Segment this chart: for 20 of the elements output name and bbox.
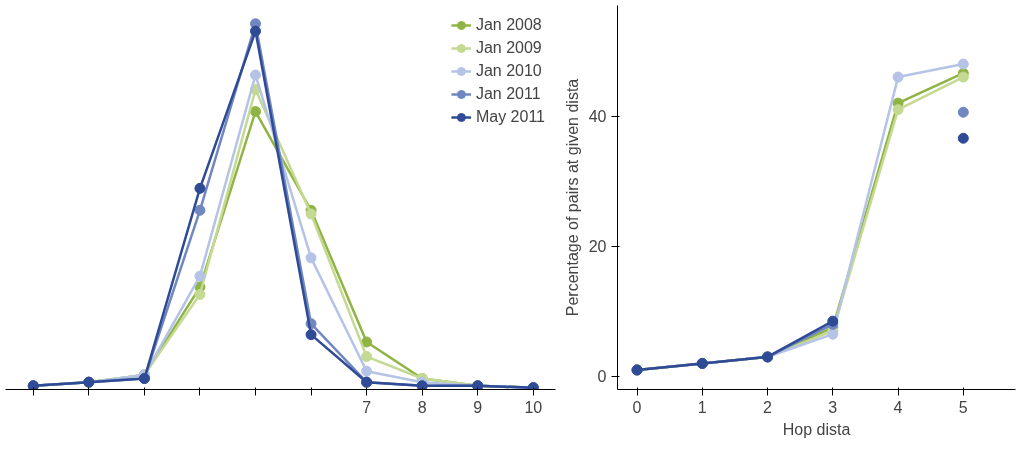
x-tick-label: 4 (893, 398, 903, 416)
x-tick-label: 3 (828, 398, 838, 416)
legend-label: Jan 2009 (475, 39, 542, 57)
x-axis-title: Hop dista (782, 420, 851, 438)
y-axis-title: Percentage of pairs at given dista (563, 78, 581, 317)
x-tick-label: 0 (632, 398, 642, 416)
x-tick-label: 9 (473, 398, 483, 416)
legend-label: May 2011 (475, 108, 545, 126)
x-tick-label: 5 (958, 398, 968, 416)
x-tick-label: 7 (362, 398, 372, 416)
x-tick-label: 10 (524, 398, 543, 416)
y-tick-label: 0 (597, 368, 607, 386)
y-tick-label: 40 (588, 108, 607, 126)
legend-label: Jan 2008 (475, 16, 542, 34)
legend-label: Jan 2011 (475, 85, 541, 103)
x-tick-label: 2 (763, 398, 773, 416)
x-tick-label: 1 (697, 398, 707, 416)
x-tick-label: 8 (417, 398, 427, 416)
y-tick-label: 20 (588, 238, 607, 256)
legend-label: Jan 2010 (475, 62, 542, 80)
